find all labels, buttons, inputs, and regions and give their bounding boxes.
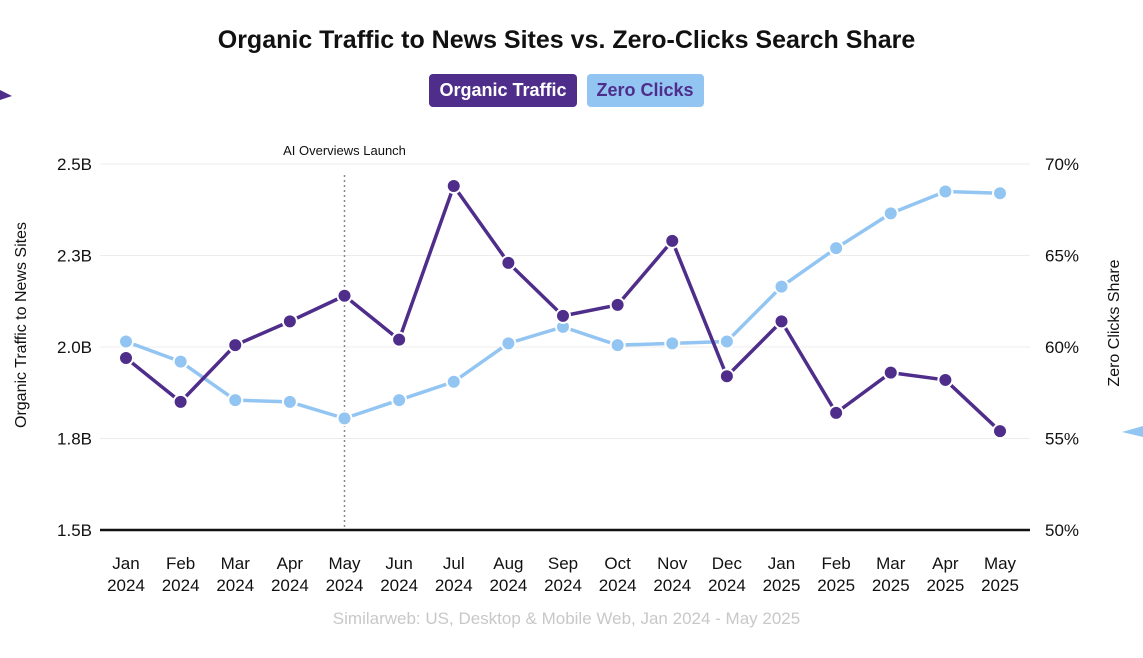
- data-point-zero-clicks: [391, 392, 408, 409]
- x-tick-year: 2024: [435, 576, 473, 595]
- data-point-zero-clicks: [118, 333, 134, 350]
- y-right-tick-label: 70%: [1045, 155, 1079, 174]
- legend-organic-traffic[interactable]: Organic Traffic: [429, 74, 577, 107]
- data-point-zero-clicks: [500, 335, 517, 352]
- y-tick-label: 1.5B: [57, 521, 92, 540]
- x-tick-year: 2024: [326, 576, 364, 595]
- data-point-zero-clicks: [609, 337, 626, 354]
- data-point-organic-traffic: [937, 371, 954, 388]
- data-point-zero-clicks: [664, 335, 681, 352]
- chart-title: Organic Traffic to News Sites vs. Zero-C…: [217, 26, 916, 54]
- data-point-organic-traffic: [664, 232, 681, 249]
- x-tick-month: Mar: [876, 554, 906, 573]
- x-tick-month: Jun: [385, 554, 412, 573]
- y-right-tick-label: 55%: [1045, 430, 1079, 449]
- x-tick-year: 2025: [981, 576, 1019, 595]
- data-point-organic-traffic: [555, 307, 571, 324]
- y-right-tick-label: 50%: [1045, 521, 1079, 540]
- right-edge-arrow-icon: [1122, 426, 1143, 437]
- y-right-tick-label: 60%: [1045, 338, 1079, 357]
- x-tick-month: Feb: [166, 554, 195, 573]
- y-tick-label: 1.8B: [57, 430, 92, 449]
- series-line-zero-clicks: [125, 189, 1001, 421]
- x-tick-month: Apr: [932, 554, 959, 573]
- data-point-organic-traffic: [773, 313, 790, 330]
- legend: Organic Traffic Zero Clicks: [0, 74, 1133, 107]
- x-tick-month: Sep: [548, 554, 578, 573]
- source-note: Similarweb: US, Desktop & Mobile Web, Ja…: [332, 609, 801, 628]
- data-point-organic-traffic: [718, 368, 735, 385]
- x-tick-year: 2025: [926, 576, 964, 595]
- data-point-organic-traffic: [227, 337, 244, 354]
- x-tick-month: Jul: [443, 554, 465, 573]
- x-tick-month: Jan: [768, 554, 795, 573]
- x-tick-month: Nov: [657, 554, 688, 573]
- x-tick-month: Mar: [221, 554, 251, 573]
- x-tick-year: 2025: [872, 576, 910, 595]
- x-tick-year: 2024: [489, 576, 527, 595]
- x-tick-year: 2024: [162, 576, 200, 595]
- data-point-zero-clicks: [937, 183, 954, 200]
- y-right-axis-title: Zero Clicks Share: [1106, 259, 1123, 386]
- data-point-organic-traffic: [500, 254, 517, 271]
- x-tick-month: May: [328, 554, 361, 573]
- data-point-zero-clicks: [227, 392, 244, 409]
- x-tick-year: 2024: [271, 576, 309, 595]
- data-point-zero-clicks: [281, 393, 298, 410]
- data-point-organic-traffic: [828, 404, 845, 421]
- x-tick-year: 2024: [653, 576, 691, 595]
- y-tick-label: 2.5B: [57, 155, 92, 174]
- x-tick-year: 2025: [763, 576, 801, 595]
- x-tick-month: Dec: [712, 554, 743, 573]
- x-tick-month: Apr: [277, 554, 304, 573]
- data-point-organic-traffic: [445, 177, 462, 194]
- x-tick-year: 2024: [216, 576, 254, 595]
- x-tick-year: 2024: [544, 576, 582, 595]
- x-tick-year: 2024: [107, 576, 145, 595]
- x-tick-month: Jan: [112, 554, 139, 573]
- y-tick-label: 2.3B: [57, 247, 92, 266]
- data-point-zero-clicks: [172, 353, 189, 370]
- data-point-zero-clicks: [336, 410, 353, 427]
- data-point-zero-clicks: [445, 373, 462, 390]
- legend-zero-clicks[interactable]: Zero Clicks: [586, 74, 704, 107]
- y-tick-label: 2.0B: [57, 338, 92, 357]
- data-point-organic-traffic: [609, 296, 626, 313]
- data-point-organic-traffic: [118, 349, 134, 366]
- data-point-organic-traffic: [281, 313, 298, 330]
- x-tick-month: May: [984, 554, 1017, 573]
- x-tick-month: Oct: [604, 554, 631, 573]
- data-point-zero-clicks: [828, 240, 845, 257]
- data-point-organic-traffic: [172, 393, 189, 410]
- x-tick-year: 2024: [708, 576, 746, 595]
- left-edge-arrow-icon: [0, 90, 12, 100]
- x-tick-month: Aug: [493, 554, 523, 573]
- data-point-zero-clicks: [773, 278, 790, 295]
- y-right-tick-label: 65%: [1045, 247, 1079, 266]
- x-tick-year: 2025: [817, 576, 855, 595]
- data-point-organic-traffic: [391, 331, 408, 348]
- data-point-organic-traffic: [336, 287, 353, 304]
- data-point-zero-clicks: [718, 333, 735, 350]
- y-axis-title: Organic Traffic to News Sites: [13, 222, 30, 428]
- data-point-organic-traffic: [882, 364, 899, 381]
- data-point-zero-clicks: [992, 185, 1008, 202]
- x-tick-year: 2024: [599, 576, 637, 595]
- x-tick-month: Feb: [821, 554, 850, 573]
- data-point-organic-traffic: [992, 423, 1008, 440]
- x-tick-year: 2024: [380, 576, 418, 595]
- data-point-zero-clicks: [882, 205, 899, 222]
- annotation-label: AI Overviews Launch: [283, 143, 406, 158]
